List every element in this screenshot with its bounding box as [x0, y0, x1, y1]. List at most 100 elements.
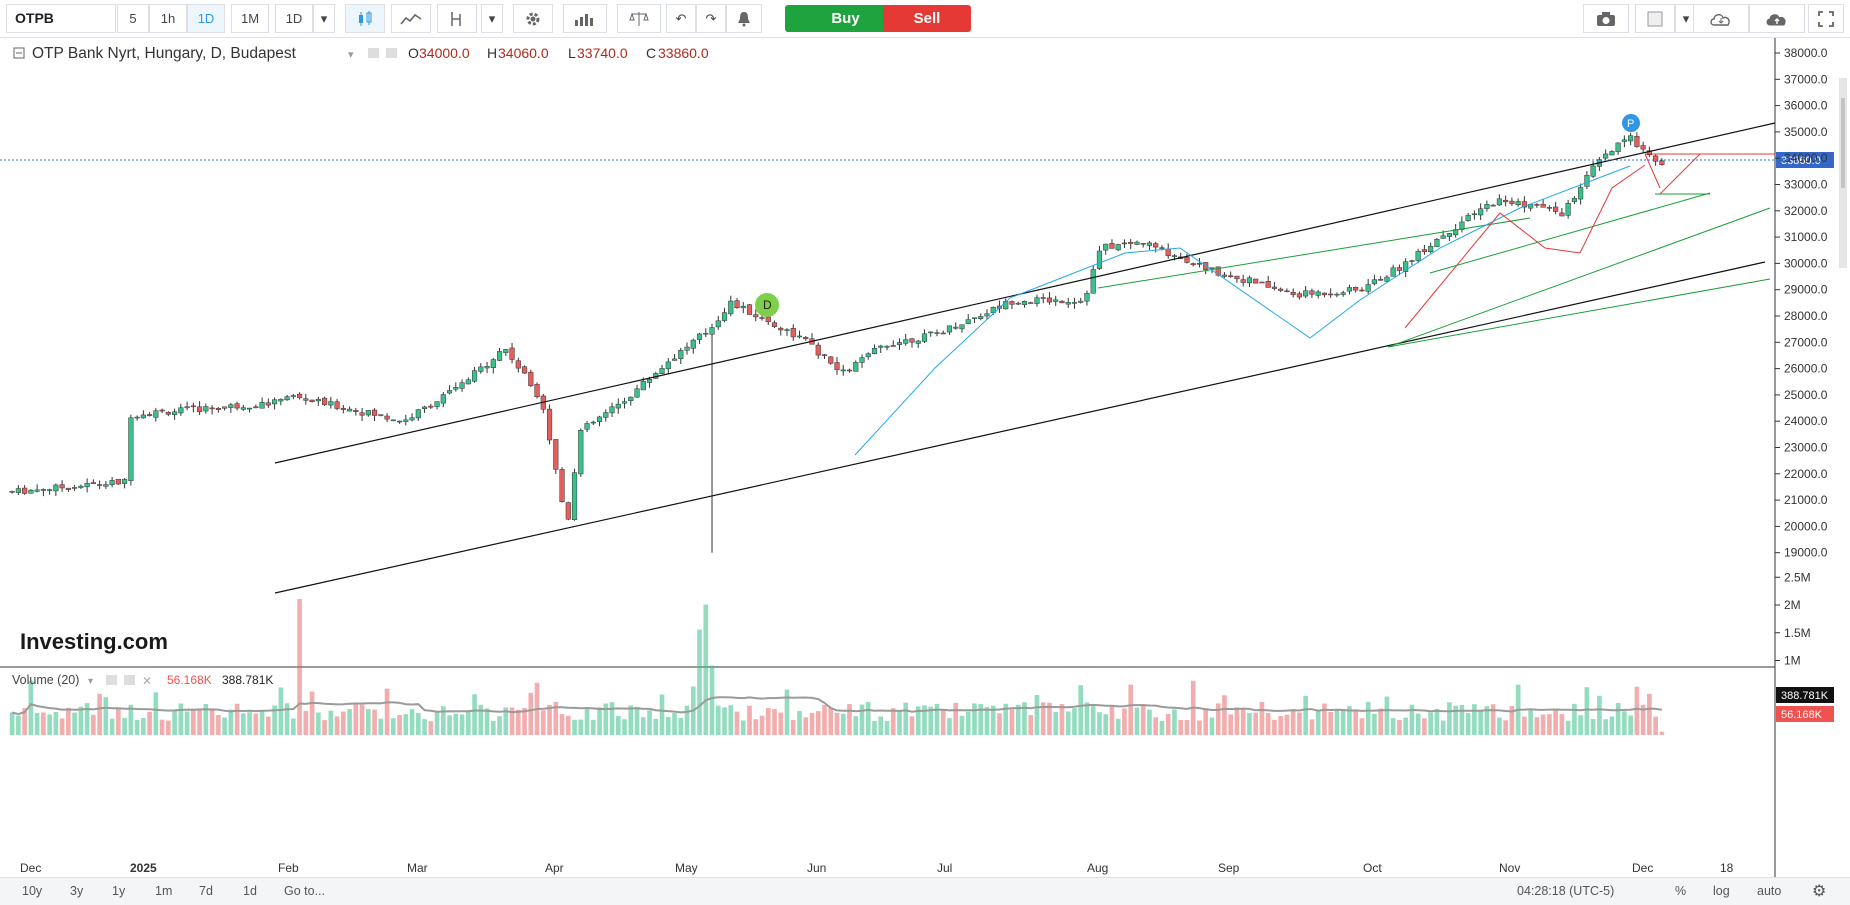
volume-close-icon[interactable]: ✕	[142, 674, 152, 688]
candle-down	[1396, 267, 1402, 271]
candle-down	[309, 399, 315, 402]
fullscreen-icon[interactable]	[1808, 4, 1844, 33]
pivot-marker[interactable]: P	[1622, 114, 1640, 132]
cloud-upload-icon[interactable]	[1749, 4, 1805, 33]
candle-up	[1628, 135, 1634, 142]
candle-up	[640, 381, 646, 391]
candle-up	[1609, 151, 1615, 156]
candle-up	[646, 378, 653, 383]
undo-icon[interactable]: ↶	[666, 4, 696, 33]
bar-chart-icon[interactable]	[563, 4, 607, 33]
indicators-icon[interactable]	[391, 4, 431, 33]
volume-ma-value: 388.781K	[222, 673, 273, 687]
candle-down	[1290, 291, 1296, 295]
volume-bar	[897, 710, 902, 735]
symbol-input[interactable]: OTPB	[6, 4, 116, 33]
auto-toggle[interactable]: auto	[1757, 884, 1782, 898]
volume-bar	[1165, 713, 1171, 735]
range-3y[interactable]: 3y	[70, 884, 84, 898]
sell-button[interactable]: Sell	[883, 5, 971, 32]
volume-bar	[1472, 704, 1477, 735]
collapse-icon[interactable]	[13, 47, 25, 59]
scale-icon[interactable]	[617, 4, 661, 33]
candle-down	[334, 401, 340, 409]
interval-select[interactable]: 1D	[275, 4, 313, 33]
layout-dropdown-icon[interactable]: ▾	[1675, 4, 1697, 33]
scrollbar-thumb[interactable]	[1841, 98, 1845, 188]
redo-icon[interactable]: ↷	[696, 4, 726, 33]
volume-bar	[434, 712, 440, 735]
log-toggle[interactable]: log	[1713, 884, 1730, 898]
candle-up	[740, 305, 746, 309]
drawings[interactable]	[274, 122, 1776, 594]
legend-settings-icon[interactable]	[386, 48, 397, 58]
volume-bar	[1465, 713, 1471, 735]
volume-bar	[1459, 704, 1465, 735]
candle-up	[1615, 142, 1621, 153]
volume-bar	[578, 719, 584, 735]
legend-eye-icon[interactable]	[368, 48, 379, 58]
candle-down	[1184, 256, 1190, 263]
candle-up	[1159, 247, 1165, 249]
dividend-marker[interactable]: D	[755, 293, 779, 317]
candle-up	[471, 370, 478, 382]
green-trend-4	[1429, 192, 1711, 274]
interval-1d[interactable]: 1D	[187, 4, 225, 33]
range-10y[interactable]: 10y	[22, 884, 43, 898]
range-1y[interactable]: 1y	[112, 884, 126, 898]
candle-down	[1140, 243, 1146, 245]
cloud-download-icon[interactable]	[1693, 4, 1749, 33]
gear-icon[interactable]: ⚙	[1812, 883, 1827, 900]
volume-tick-label: 2M	[1784, 598, 1801, 612]
goto-button[interactable]: Go to...	[284, 884, 325, 898]
candle-up	[459, 382, 465, 389]
interval-1m[interactable]: 1M	[231, 4, 269, 33]
time-tick-label: Jun	[807, 861, 826, 875]
candle-down	[846, 369, 853, 372]
price-tick-label: 23000.0	[1784, 441, 1828, 455]
camera-icon[interactable]	[1583, 4, 1629, 33]
volume-bar	[697, 629, 702, 735]
compare-dropdown-icon[interactable]: ▾	[481, 4, 503, 33]
layout-icon[interactable]	[1635, 4, 1675, 33]
volume-bar	[884, 720, 890, 735]
volume-bar	[241, 713, 246, 735]
candle-down	[1359, 289, 1365, 292]
volume-bar	[1359, 718, 1365, 735]
candle-up	[1584, 174, 1590, 187]
candle-up	[28, 489, 34, 494]
interval-dropdown-icon[interactable]: ▾	[313, 4, 335, 33]
range-1d[interactable]: 1d	[243, 884, 257, 898]
interval-1h[interactable]: 1h	[149, 4, 187, 33]
volume-eye-icon[interactable]	[106, 675, 117, 685]
chart-area[interactable]: 33860.0 D P 38000.0 37000.0 36000.0 35000.0…	[0, 38, 1850, 884]
candles-icon[interactable]	[345, 4, 385, 33]
range-7d[interactable]: 7d	[199, 884, 213, 898]
candle-down	[165, 412, 171, 415]
interval-5[interactable]: 5	[117, 4, 149, 33]
volume-settings-icon[interactable]	[124, 675, 135, 685]
candle-up	[1434, 239, 1440, 248]
volume-dropdown-icon[interactable]: ▾	[88, 676, 93, 687]
range-1m[interactable]: 1m	[155, 884, 173, 898]
volume-bar	[1540, 714, 1546, 735]
candle-down	[734, 300, 740, 309]
volume-bar	[1322, 703, 1327, 735]
legend-c-label: C	[646, 45, 656, 61]
volume-bar	[1122, 708, 1127, 735]
candle-up	[615, 403, 621, 409]
volume-bar	[972, 703, 977, 735]
alert-icon[interactable]	[726, 4, 762, 33]
compare-icon[interactable]	[437, 4, 477, 33]
legend-dropdown-icon[interactable]: ▾	[348, 49, 354, 61]
volume-bar	[753, 719, 759, 735]
volume-bar	[1134, 707, 1140, 735]
percent-toggle[interactable]: %	[1675, 884, 1687, 898]
candle-up	[621, 401, 628, 404]
volume-bar	[715, 705, 721, 735]
gear-icon[interactable]	[513, 4, 553, 33]
volume-bar	[66, 707, 71, 735]
volume-bar	[615, 715, 621, 735]
candle-up	[1015, 302, 1021, 305]
candle-up	[122, 479, 128, 484]
